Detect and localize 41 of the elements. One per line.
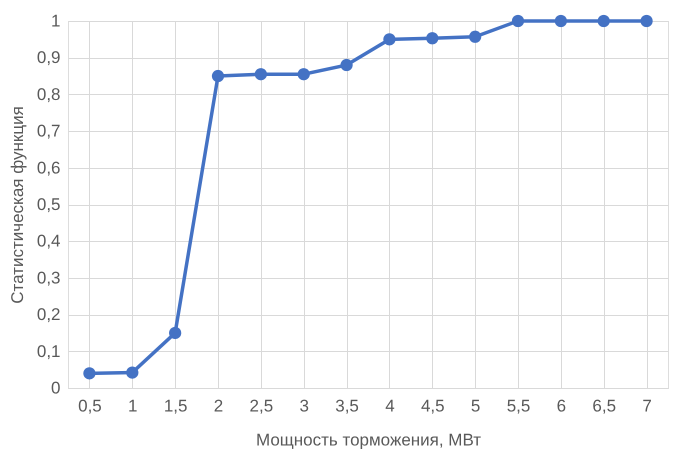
x-tick-label: 5,5 bbox=[506, 396, 530, 416]
point bbox=[640, 14, 653, 28]
y-tick-label: 0,1 bbox=[36, 342, 60, 361]
x-tick-label: 2 bbox=[214, 396, 224, 416]
x-tick-label: 1,5 bbox=[164, 396, 188, 416]
point bbox=[83, 367, 96, 380]
x-tick-label: 6,5 bbox=[592, 396, 616, 416]
x-tick-label: 3 bbox=[299, 396, 309, 416]
x-tick-label: 5 bbox=[470, 396, 480, 416]
y-tick-label: 0,8 bbox=[36, 84, 60, 104]
x-tick-label: 4,5 bbox=[420, 396, 445, 416]
y-tick-label: 0,7 bbox=[36, 122, 60, 141]
y-tick-label: 0,2 bbox=[36, 305, 60, 324]
point bbox=[126, 366, 138, 379]
x-tick-label: 4 bbox=[385, 396, 395, 416]
y-tick-label: 1 bbox=[51, 12, 60, 30]
point bbox=[598, 14, 610, 28]
y-tick-label: 0,5 bbox=[36, 195, 60, 214]
point bbox=[512, 14, 524, 28]
x-tick-label: 7 bbox=[642, 396, 652, 416]
point bbox=[298, 68, 310, 80]
point bbox=[469, 30, 482, 43]
point bbox=[383, 33, 396, 46]
x-tick-label: 6 bbox=[556, 396, 566, 416]
x-tick-label: 3,5 bbox=[335, 396, 359, 416]
y-tick-label: 0,6 bbox=[36, 158, 60, 178]
point bbox=[169, 326, 182, 340]
x-tick-label: 2,5 bbox=[250, 396, 274, 416]
point bbox=[254, 68, 267, 80]
y-axis-title: Статистическая функция bbox=[8, 106, 27, 304]
point bbox=[212, 70, 224, 82]
y-tick-label: 0,4 bbox=[36, 232, 60, 251]
point bbox=[340, 58, 353, 72]
x-axis-title: Мощность торможения, МВт bbox=[256, 430, 482, 450]
y-tick-label: 0 bbox=[51, 378, 60, 398]
x-tick-label: 0,5 bbox=[78, 396, 102, 416]
point bbox=[426, 32, 438, 44]
point bbox=[554, 14, 567, 28]
x-tick-label: 1 bbox=[128, 396, 138, 416]
y-tick-label: 0,3 bbox=[36, 268, 60, 288]
y-tick-label: 0,9 bbox=[36, 48, 60, 68]
